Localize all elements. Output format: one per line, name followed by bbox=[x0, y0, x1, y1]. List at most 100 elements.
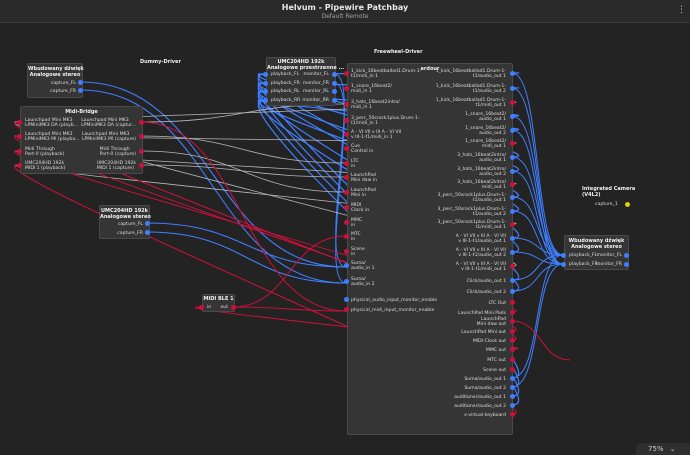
port-input[interactable] bbox=[263, 89, 268, 94]
vertical-ellipsis-icon[interactable]: ⋮ bbox=[677, 5, 686, 15]
port-output[interactable] bbox=[625, 202, 630, 207]
node-integrated-camera[interactable]: Integrated Camera (V4L2) bbox=[582, 186, 636, 198]
port-input[interactable] bbox=[199, 305, 204, 310]
port-input[interactable] bbox=[344, 249, 349, 254]
node-midi-ble[interactable]: MIDI BLE 1 in out bbox=[202, 294, 235, 312]
port-output[interactable] bbox=[510, 141, 515, 146]
port-output[interactable] bbox=[510, 222, 515, 227]
node-midi-bridge[interactable]: Midi-Bridge Launchpad Mini MK3 LPMiniMK3… bbox=[20, 106, 143, 174]
port-output[interactable] bbox=[510, 278, 515, 283]
port-output[interactable] bbox=[510, 182, 515, 187]
zoom-control[interactable]: 75% ⌄ bbox=[636, 443, 690, 455]
port-output[interactable] bbox=[139, 134, 144, 139]
port-output[interactable] bbox=[510, 114, 515, 119]
port-output[interactable] bbox=[510, 403, 515, 408]
port-label: 3_hats_16beat2intro/ midi_out 1 bbox=[457, 180, 506, 191]
port-output[interactable] bbox=[624, 262, 629, 267]
port-input[interactable] bbox=[344, 205, 349, 210]
port-output[interactable] bbox=[145, 230, 150, 235]
port-input[interactable] bbox=[561, 253, 566, 258]
node-title: Midi-Bridge bbox=[65, 109, 98, 115]
node-title: MIDI BLE 1 bbox=[203, 296, 234, 302]
node-dummy-driver[interactable]: Dummy-Driver bbox=[140, 59, 181, 65]
port-output[interactable] bbox=[510, 86, 515, 91]
port-input[interactable] bbox=[17, 134, 22, 139]
node-umc204hd-stereo[interactable]: UMC204HD 192k Analogowe stereo capture_F… bbox=[99, 205, 151, 239]
port-output[interactable] bbox=[332, 98, 337, 103]
port-input[interactable] bbox=[344, 220, 349, 225]
port-label: physical_midi_input_monitor_enable bbox=[351, 308, 435, 313]
port-output[interactable] bbox=[510, 376, 515, 381]
port-output[interactable] bbox=[624, 253, 629, 258]
port-input[interactable] bbox=[263, 81, 268, 86]
port-output[interactable] bbox=[332, 81, 337, 86]
port-label: Suma/ audio_in 2 bbox=[351, 277, 375, 288]
port-input[interactable] bbox=[17, 163, 22, 168]
port-output[interactable] bbox=[510, 347, 515, 352]
port-output[interactable] bbox=[510, 71, 515, 76]
port-label: playback_FR bbox=[569, 262, 598, 267]
port-output[interactable] bbox=[510, 310, 515, 315]
port-input[interactable] bbox=[344, 118, 349, 123]
port-output[interactable] bbox=[139, 120, 144, 125]
port-output[interactable] bbox=[510, 236, 515, 241]
port-input[interactable] bbox=[344, 279, 349, 284]
port-input[interactable] bbox=[344, 132, 349, 137]
port-output[interactable] bbox=[510, 289, 515, 294]
port-output[interactable] bbox=[510, 394, 515, 399]
port-output[interactable] bbox=[510, 155, 515, 160]
port-output[interactable] bbox=[510, 338, 515, 343]
port-output[interactable] bbox=[510, 100, 515, 105]
port-input[interactable] bbox=[344, 86, 349, 91]
port-output[interactable] bbox=[78, 88, 83, 93]
port-label: MIDI Clock in bbox=[351, 203, 370, 214]
port-output[interactable] bbox=[145, 221, 150, 226]
node-wbudowany-playback[interactable]: Wbudowany dźwięk Analogowe stereo playba… bbox=[564, 235, 629, 270]
port-output[interactable] bbox=[510, 319, 515, 324]
node-ardour[interactable]: ardour 1_kick_16beatballad1.Drum-1- t1/m… bbox=[347, 63, 513, 435]
port-output[interactable] bbox=[510, 128, 515, 133]
node-wbudowany-capture[interactable]: Wbudowany dźwięk Analogowe stereo captur… bbox=[27, 63, 84, 98]
port-output[interactable] bbox=[510, 300, 515, 305]
port-output[interactable] bbox=[510, 329, 515, 334]
port-output[interactable] bbox=[139, 163, 144, 168]
port-input[interactable] bbox=[17, 149, 22, 154]
port-output[interactable] bbox=[510, 357, 515, 362]
port-input[interactable] bbox=[561, 262, 566, 267]
port-input[interactable] bbox=[17, 120, 22, 125]
port-output[interactable] bbox=[510, 385, 515, 390]
port-output[interactable] bbox=[510, 209, 515, 214]
port-output[interactable] bbox=[332, 89, 337, 94]
port-input[interactable] bbox=[263, 98, 268, 103]
port-input[interactable] bbox=[344, 234, 349, 239]
port-output[interactable] bbox=[510, 250, 515, 255]
port-output[interactable] bbox=[510, 367, 515, 372]
port-output[interactable] bbox=[510, 412, 515, 417]
port-input[interactable] bbox=[344, 175, 349, 180]
port-input[interactable] bbox=[344, 263, 349, 268]
port-label: Click/audio_out 1 bbox=[466, 279, 506, 284]
port-output[interactable] bbox=[510, 264, 515, 269]
port-output[interactable] bbox=[332, 72, 337, 77]
port-input[interactable] bbox=[344, 146, 349, 151]
port-label: 1_snare_16beat2/ midi_in 1 bbox=[351, 84, 392, 95]
port-label: MTC out bbox=[487, 358, 506, 363]
port-output[interactable] bbox=[139, 149, 144, 154]
port-input[interactable] bbox=[344, 102, 349, 107]
node-umc204hd-surround[interactable]: UMC204HD 192k Analogowe przestrzenne ...… bbox=[266, 57, 344, 106]
port-input[interactable] bbox=[344, 190, 349, 195]
port-input[interactable] bbox=[263, 72, 268, 77]
port-input[interactable] bbox=[344, 71, 349, 76]
port-input[interactable] bbox=[344, 161, 349, 166]
port-label: 1_kick_16beatballad1.Drum-1- t1/audio_ou… bbox=[435, 69, 506, 80]
port-input[interactable] bbox=[344, 297, 349, 302]
port-output[interactable] bbox=[510, 195, 515, 200]
port-label: monitor_FL bbox=[596, 253, 622, 258]
port-input[interactable] bbox=[344, 307, 349, 312]
port-output[interactable] bbox=[78, 80, 83, 85]
port-output[interactable] bbox=[510, 169, 515, 174]
node-freewheel-driver[interactable]: Freewheel-Driver bbox=[374, 49, 423, 55]
port-label: monitor_FL bbox=[303, 72, 329, 77]
port-output[interactable] bbox=[231, 305, 236, 310]
port-label: UMC204HD 192k MIDI 1 (capture) bbox=[96, 161, 136, 172]
